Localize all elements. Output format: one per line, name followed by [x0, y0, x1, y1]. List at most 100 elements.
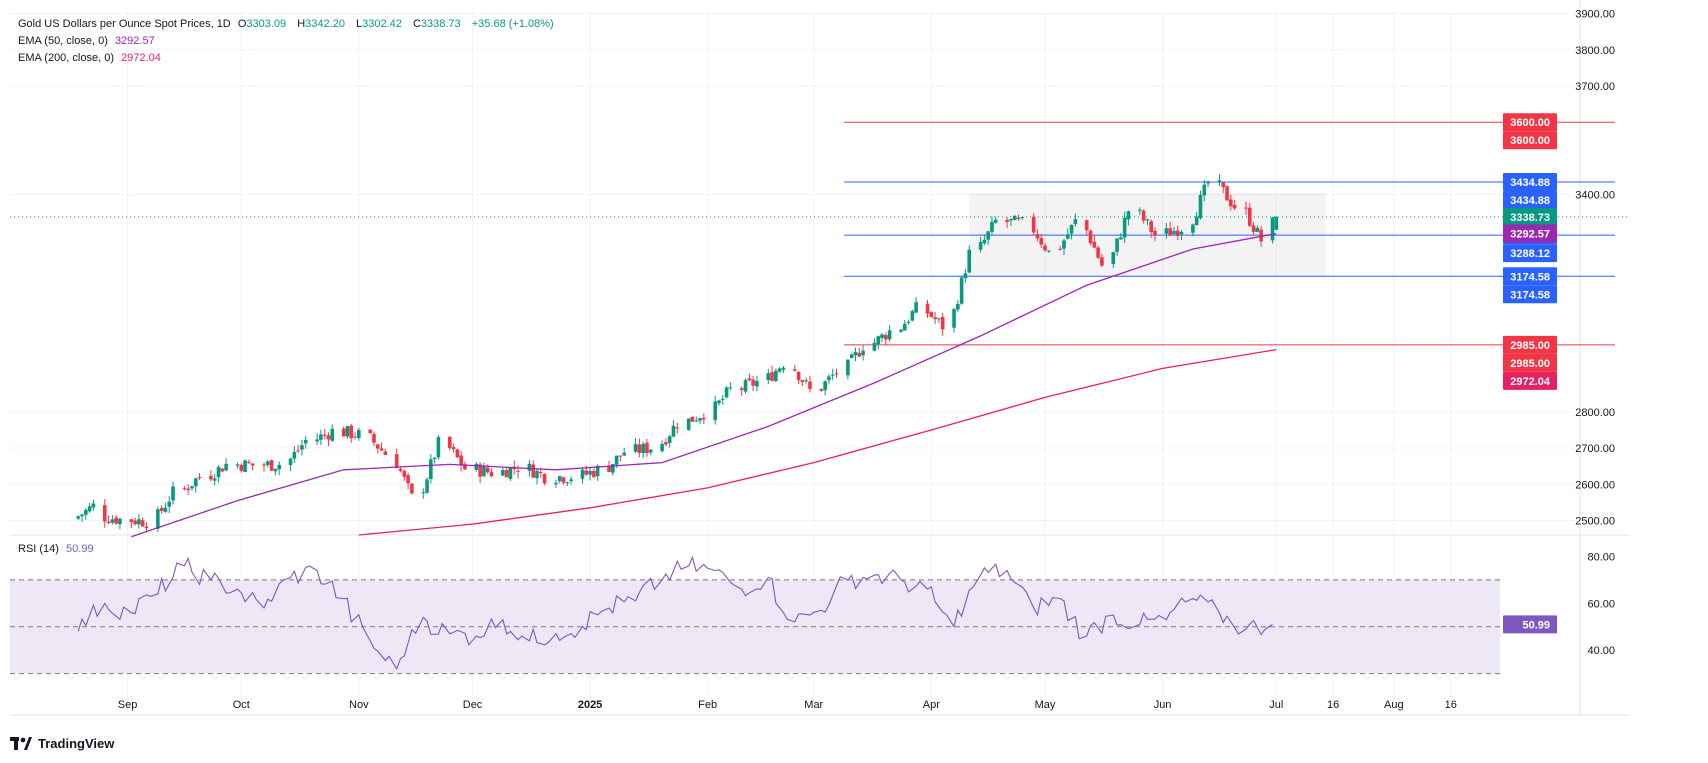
candle-body [209, 475, 213, 480]
legend-ema50[interactable]: EMA (50, close, 0) 3292.57 [18, 34, 159, 48]
candle-body [1179, 231, 1184, 235]
candle-body [872, 342, 877, 351]
candle-body [1194, 216, 1199, 226]
candle-body [474, 463, 479, 471]
candle-body [978, 242, 983, 250]
legend-ema200[interactable]: EMA (200, close, 0) 2972.04 [18, 51, 165, 65]
level-badge-bg [1503, 267, 1557, 286]
legend-ohlc: Gold US Dollars per Ounce Spot Prices, 1… [18, 17, 558, 31]
candle-body [793, 369, 797, 371]
candle-body [129, 519, 134, 523]
candle-body [702, 417, 706, 420]
candle-body [372, 433, 376, 443]
candle-body [739, 388, 744, 390]
price-tick-label: 3800.00 [1575, 45, 1615, 57]
candle-body [770, 372, 774, 381]
candle-body [808, 381, 812, 389]
candle-body [766, 373, 771, 381]
candle-body [212, 478, 217, 481]
candle-body [1217, 180, 1222, 183]
candle-body [1069, 224, 1074, 234]
low-number: 3302.42 [362, 18, 402, 30]
ema50-badge-bg [1503, 224, 1557, 243]
low-value: L3302.42 [356, 18, 406, 30]
candle-body [929, 312, 934, 317]
candle-body [239, 464, 244, 471]
candle-body [671, 425, 676, 437]
candle-body [645, 442, 649, 454]
time-tick-label: 16 [1445, 699, 1457, 711]
candle-body [1232, 204, 1237, 209]
candle-body [421, 492, 426, 494]
rsi-label: RSI (14) [18, 543, 59, 555]
candle-body [963, 273, 968, 279]
level-badge: 3600.00 [1510, 117, 1550, 129]
legend-rsi[interactable]: RSI (14) 50.99 [18, 542, 98, 556]
candle-body [368, 429, 372, 434]
candle-body [357, 429, 361, 439]
time-tick-label: Jun [1154, 699, 1172, 711]
candle-body [504, 470, 509, 478]
candle-body [542, 473, 547, 484]
candle-body [1065, 234, 1070, 239]
candle-body [451, 447, 456, 450]
candle-body [394, 454, 399, 469]
candle-body [819, 389, 824, 391]
candle-body [1251, 225, 1256, 232]
candle-body [694, 420, 699, 422]
candle-body [1020, 217, 1025, 219]
candle-body [933, 317, 937, 320]
ema200-badge-bg [1503, 371, 1557, 390]
time-tick-label: Mar [804, 699, 823, 711]
candle-body [538, 471, 543, 474]
candle-body [326, 435, 331, 440]
tradingview-logo[interactable]: TradingView [10, 736, 114, 751]
candle-body [648, 449, 653, 453]
candle-body [804, 380, 808, 382]
level-badge: 3434.88 [1510, 177, 1550, 189]
candle-body [463, 464, 467, 470]
candle-body [133, 520, 137, 525]
candle-body [751, 379, 755, 386]
candle-body [660, 443, 664, 452]
candle-body [262, 464, 266, 466]
rsi-last-badge-bg [1503, 615, 1557, 634]
time-tick-label: Nov [349, 699, 369, 711]
candle-body [641, 443, 645, 454]
candle-body [1274, 216, 1279, 230]
level-badge-secondary-bg [1503, 191, 1557, 210]
candle-body [834, 373, 839, 375]
candle-body [747, 378, 752, 381]
candle-body [1031, 216, 1036, 233]
candle-body [341, 428, 346, 437]
candle-body [1247, 207, 1252, 226]
candle-body [1058, 248, 1063, 250]
candle-body [1141, 210, 1146, 221]
level-badge-secondary-bg [1503, 131, 1557, 150]
price-tick-label: 2500.00 [1575, 516, 1615, 528]
tradingview-logo-text: TradingView [38, 736, 115, 751]
candle-body [611, 464, 615, 473]
low-label: L [356, 18, 363, 30]
candle-body [1172, 230, 1176, 235]
candle-body [531, 464, 536, 478]
candle-body [235, 464, 240, 466]
candle-body [459, 455, 463, 466]
candle-body [501, 470, 505, 476]
rsi-last-badge: 50.99 [1522, 619, 1550, 631]
candle-body [800, 380, 805, 383]
ema200-badge: 2972.04 [1510, 376, 1551, 388]
candle-body [1062, 240, 1066, 249]
candle-body [861, 350, 865, 356]
candle-body [224, 463, 228, 471]
candle-body [140, 520, 145, 527]
time-tick-label: 2025 [578, 699, 602, 711]
rsi-tick-label: 80.00 [1587, 551, 1615, 563]
candle-body [607, 465, 611, 472]
candle-body [755, 380, 759, 387]
rsi-value: 50.99 [66, 543, 94, 555]
candle-body [986, 231, 990, 240]
candle-body [823, 381, 827, 391]
candle-body [478, 464, 482, 477]
candle-body [383, 451, 388, 455]
